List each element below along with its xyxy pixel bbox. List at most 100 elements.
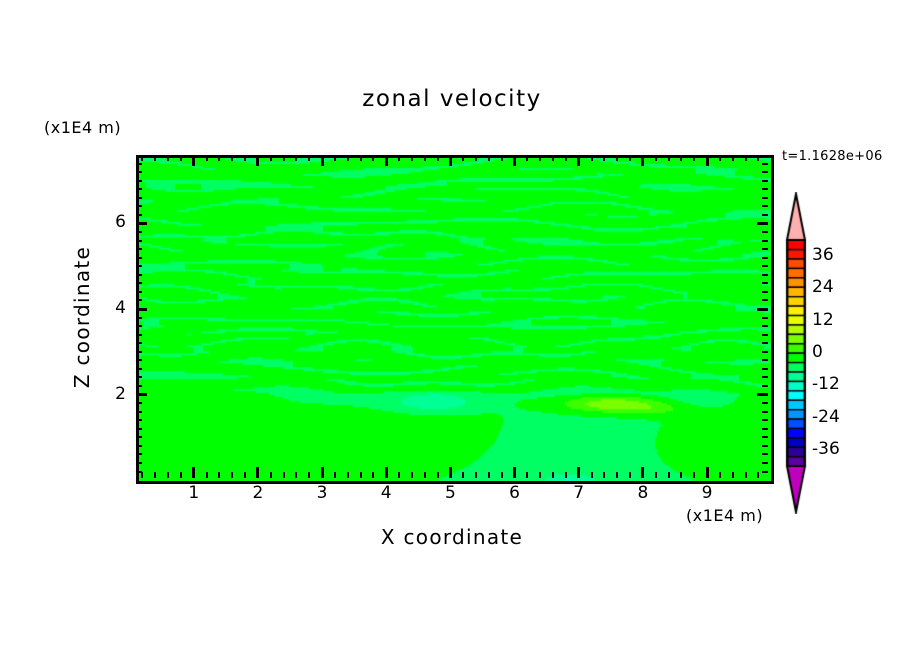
x-axis-minor-tick [718, 155, 721, 161]
y-axis-minor-tick [136, 436, 142, 439]
y-axis-major-tick [757, 393, 768, 397]
y-axis-minor-tick [136, 444, 142, 447]
y-axis-minor-tick [762, 265, 768, 268]
x-axis-minor-tick [487, 472, 490, 478]
y-axis-minor-tick [136, 239, 142, 242]
y-axis-minor-tick [136, 171, 142, 174]
x-axis-minor-tick [308, 472, 311, 478]
y-axis-minor-tick [762, 419, 768, 422]
x-axis-minor-tick [744, 155, 747, 161]
y-axis-minor-tick [136, 188, 142, 191]
x-axis-minor-tick [552, 155, 555, 161]
y-axis-minor-tick [762, 273, 768, 276]
x-axis-major-tick [448, 155, 452, 166]
x-axis-minor-tick [205, 155, 208, 161]
y-axis-minor-tick [136, 273, 142, 276]
x-axis-minor-tick [654, 472, 657, 478]
x-axis-major-tick [641, 155, 645, 166]
x-axis-major-tick [384, 467, 388, 478]
y-axis-minor-tick [136, 359, 142, 362]
x-axis-minor-tick [436, 472, 439, 478]
y-axis-minor-tick [762, 179, 768, 182]
y-axis-major-tick [136, 221, 147, 225]
y-axis-minor-tick [136, 265, 142, 268]
x-axis-minor-tick [667, 472, 670, 478]
x-axis-major-tick [320, 467, 324, 478]
x-axis-minor-tick [744, 472, 747, 478]
y-axis-minor-tick [762, 410, 768, 413]
x-axis-minor-tick [731, 472, 734, 478]
x-axis-minor-tick [269, 155, 272, 161]
contour-plot-area [136, 155, 774, 484]
x-axis-minor-tick [154, 472, 157, 478]
x-axis-minor-tick [590, 155, 593, 161]
y-axis-minor-tick [136, 248, 142, 251]
x-axis-minor-tick [308, 155, 311, 161]
y-axis-minor-tick [136, 342, 142, 345]
y-axis-minor-tick [762, 290, 768, 293]
x-axis-minor-tick [346, 472, 349, 478]
y-axis-minor-tick [136, 333, 142, 336]
colorbar-tick-label: -12 [812, 374, 840, 395]
x-axis-minor-tick [654, 155, 657, 161]
x-axis-minor-tick [179, 472, 182, 478]
x-axis-minor-tick [269, 472, 272, 478]
y-axis-minor-tick [136, 350, 142, 353]
colorbar-tick-label: 24 [812, 277, 834, 298]
x-axis-minor-tick [244, 472, 247, 478]
y-axis-minor-tick [136, 196, 142, 199]
y-axis-minor-tick [136, 367, 142, 370]
x-axis-major-tick [577, 155, 581, 166]
y-axis-minor-tick [762, 402, 768, 405]
x-axis-tick-label: 2 [252, 483, 264, 503]
x-axis-major-tick [577, 467, 581, 478]
y-axis-minor-tick [136, 402, 142, 405]
y-axis-minor-tick [136, 325, 142, 328]
x-axis-tick-label: 1 [188, 483, 200, 503]
x-axis-major-tick [705, 155, 709, 166]
y-axis-minor-tick [136, 213, 142, 216]
x-axis-minor-tick [526, 472, 529, 478]
y-axis-title: Z coordinate [70, 245, 94, 389]
x-axis-minor-tick [680, 472, 683, 478]
y-axis-minor-tick [762, 325, 768, 328]
y-axis-minor-tick [762, 350, 768, 353]
x-axis-minor-tick [359, 472, 362, 478]
x-axis-minor-tick [410, 155, 413, 161]
x-axis-minor-tick [629, 155, 632, 161]
x-axis-minor-tick [487, 155, 490, 161]
y-axis-minor-tick [762, 213, 768, 216]
y-axis-minor-tick [762, 444, 768, 447]
y-axis-minor-tick [136, 162, 142, 165]
colorbar-tick-label: 12 [812, 309, 834, 330]
x-axis-minor-tick [462, 472, 465, 478]
x-axis-minor-tick [167, 155, 170, 161]
y-axis-major-tick [136, 307, 147, 311]
x-axis-major-tick [513, 467, 517, 478]
y-axis-minor-tick [762, 342, 768, 345]
y-axis-minor-tick [762, 231, 768, 233]
x-axis-minor-tick [731, 155, 734, 161]
y-axis-minor-tick [136, 419, 142, 422]
y-axis-minor-tick [136, 385, 142, 388]
x-axis-major-tick [448, 467, 452, 478]
y-axis-minor-tick [136, 316, 142, 319]
y-axis-minor-tick [136, 256, 142, 259]
y-axis-minor-tick [762, 316, 768, 319]
x-axis-tick-label: 6 [509, 483, 520, 503]
y-axis-minor-tick [136, 282, 142, 285]
x-axis-minor-tick [282, 472, 285, 478]
y-axis-minor-tick [762, 162, 768, 165]
x-axis-tick-label: 3 [316, 483, 328, 503]
y-axis-minor-tick [762, 359, 768, 362]
y-axis-minor-tick [762, 367, 768, 370]
x-axis-minor-tick [333, 472, 336, 478]
x-axis-minor-tick [475, 472, 478, 478]
y-axis-minor-tick [762, 205, 768, 208]
x-axis-minor-tick [552, 472, 555, 478]
x-axis-minor-tick [526, 155, 529, 161]
y-axis-minor-tick [136, 470, 142, 473]
y-axis-minor-tick [136, 462, 142, 465]
x-axis-minor-tick [231, 155, 234, 161]
x-axis-minor-tick [667, 155, 670, 161]
